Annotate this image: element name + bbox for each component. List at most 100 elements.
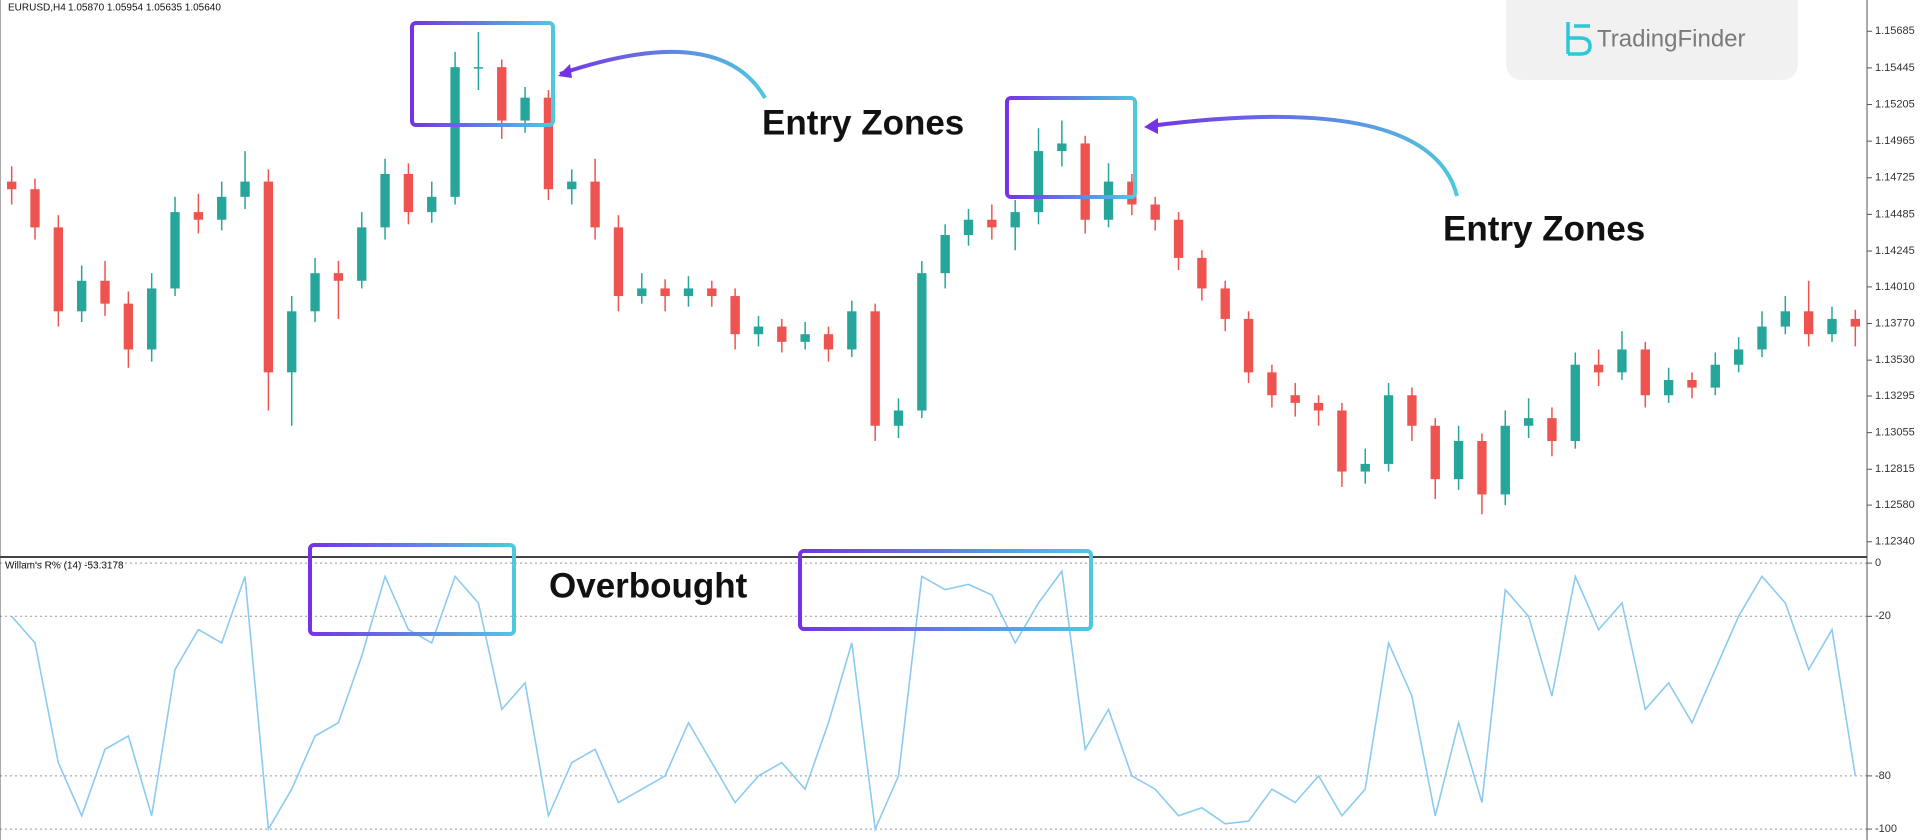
- y-tick-label: 1.15205: [1875, 98, 1915, 110]
- candle-body: [1103, 181, 1114, 220]
- arrow-head: [1144, 118, 1158, 134]
- candle-body: [683, 288, 694, 297]
- symbol-title: EURUSD,H4: [8, 3, 66, 14]
- candle-body: [800, 334, 810, 342]
- entry-zone-box: [1005, 96, 1137, 199]
- watermark-text: TradingFinder: [1597, 25, 1746, 52]
- y-tick-label: 1.14485: [1875, 208, 1915, 220]
- candle-body: [543, 97, 554, 190]
- candle-body: [7, 181, 17, 190]
- candle-body: [1570, 364, 1580, 442]
- arrow: [1149, 114, 1459, 197]
- y-tick-label: 1.12815: [1875, 463, 1915, 475]
- annotation: Entry Zones: [1443, 209, 1645, 248]
- candle-body: [357, 227, 367, 281]
- y-tick-label: -100: [1875, 823, 1897, 835]
- arrow: [559, 50, 767, 100]
- y-tick-label: 1.14725: [1875, 172, 1915, 184]
- candle-body: [497, 67, 507, 121]
- candle-body: [940, 235, 950, 274]
- candle-body: [1057, 143, 1067, 152]
- plot-area: [0, 30, 1872, 833]
- overbought-box: [308, 543, 516, 636]
- candle-body: [30, 189, 40, 228]
- candle-body: [193, 212, 204, 220]
- candle-body: [1127, 181, 1137, 205]
- candle-body: [1617, 349, 1627, 373]
- candle-body: [1150, 204, 1160, 220]
- candle-body: [1477, 441, 1487, 495]
- candle-body: [777, 326, 787, 342]
- candle-body: [1360, 463, 1370, 472]
- candle-body: [1010, 212, 1020, 228]
- candle-body: [123, 303, 134, 350]
- candle-body: [1290, 395, 1300, 403]
- candle-body: [847, 311, 857, 350]
- y-tick-label: 1.13055: [1875, 427, 1915, 439]
- y-tick-label: 1.14010: [1875, 281, 1915, 293]
- candle-body: [1827, 318, 1837, 335]
- candle-body: [100, 280, 110, 304]
- y-tick-label: 1.15445: [1875, 62, 1915, 74]
- y-tick-label: 1.12340: [1875, 536, 1915, 548]
- candle-body: [53, 227, 64, 312]
- overbought-box: [798, 549, 1093, 631]
- candle-body: [170, 212, 180, 289]
- y-tick-label: 1.14245: [1875, 245, 1915, 257]
- candle-body: [660, 288, 670, 297]
- candle-body: [287, 311, 297, 373]
- candle-body: [637, 288, 647, 297]
- y-tick-label: -20: [1875, 610, 1891, 622]
- candle-body: [1173, 219, 1184, 258]
- watermark-logo: [1566, 22, 1592, 56]
- indicator-title: Willam's R% (14) -53.3178: [5, 561, 124, 572]
- candle-body: [707, 288, 717, 297]
- candle-body: [263, 181, 274, 373]
- y-tick-label: 0: [1875, 557, 1881, 569]
- candle-body: [1780, 311, 1790, 327]
- candle-body: [520, 97, 530, 121]
- candle-body: [310, 273, 320, 312]
- candle-body: [590, 181, 600, 228]
- candle-body: [217, 196, 227, 220]
- y-tick-label: 1.13530: [1875, 354, 1915, 366]
- candle-body: [613, 227, 624, 297]
- y-tick-label: 1.15685: [1875, 25, 1915, 37]
- candle-body: [870, 311, 880, 426]
- candle-body: [240, 181, 250, 197]
- candle-body: [1593, 364, 1604, 373]
- candle-body: [1033, 151, 1044, 213]
- candle-body: [1430, 425, 1440, 480]
- candle-body: [1500, 425, 1510, 495]
- candle-body: [1547, 418, 1557, 442]
- candle-body: [823, 334, 834, 350]
- candle-body: [1337, 410, 1347, 472]
- candle-body: [1757, 326, 1767, 350]
- entry-zone-box: [410, 21, 555, 127]
- candle-body: [1640, 349, 1650, 396]
- y-tick-label: -80: [1875, 770, 1891, 782]
- annotation: Overbought: [549, 566, 748, 605]
- candle-body: [1407, 395, 1417, 426]
- y-tick-label: 1.12580: [1875, 499, 1915, 511]
- candle-body: [567, 181, 577, 190]
- candle-body: [1733, 349, 1744, 365]
- candle-body: [380, 173, 390, 228]
- candle-body: [1803, 311, 1814, 335]
- candle-body: [1220, 288, 1230, 319]
- candle-body: [1687, 379, 1697, 388]
- candle-body: [450, 67, 460, 197]
- y-tick-label: 1.14965: [1875, 135, 1915, 147]
- candle-body: [77, 280, 87, 312]
- annotation: Entry Zones: [762, 103, 964, 142]
- indicator-line: [11, 569, 1857, 833]
- y-tick-label: 1.13295: [1875, 390, 1915, 402]
- y-tick-label: 1.13770: [1875, 317, 1915, 329]
- candle-body: [1197, 257, 1207, 289]
- candle-body: [1313, 402, 1324, 411]
- candle-body: [1383, 395, 1394, 464]
- watermark-box: [1506, 0, 1798, 80]
- candle-body: [1243, 318, 1254, 373]
- candle-body: [403, 173, 414, 213]
- candle-body: [917, 273, 927, 411]
